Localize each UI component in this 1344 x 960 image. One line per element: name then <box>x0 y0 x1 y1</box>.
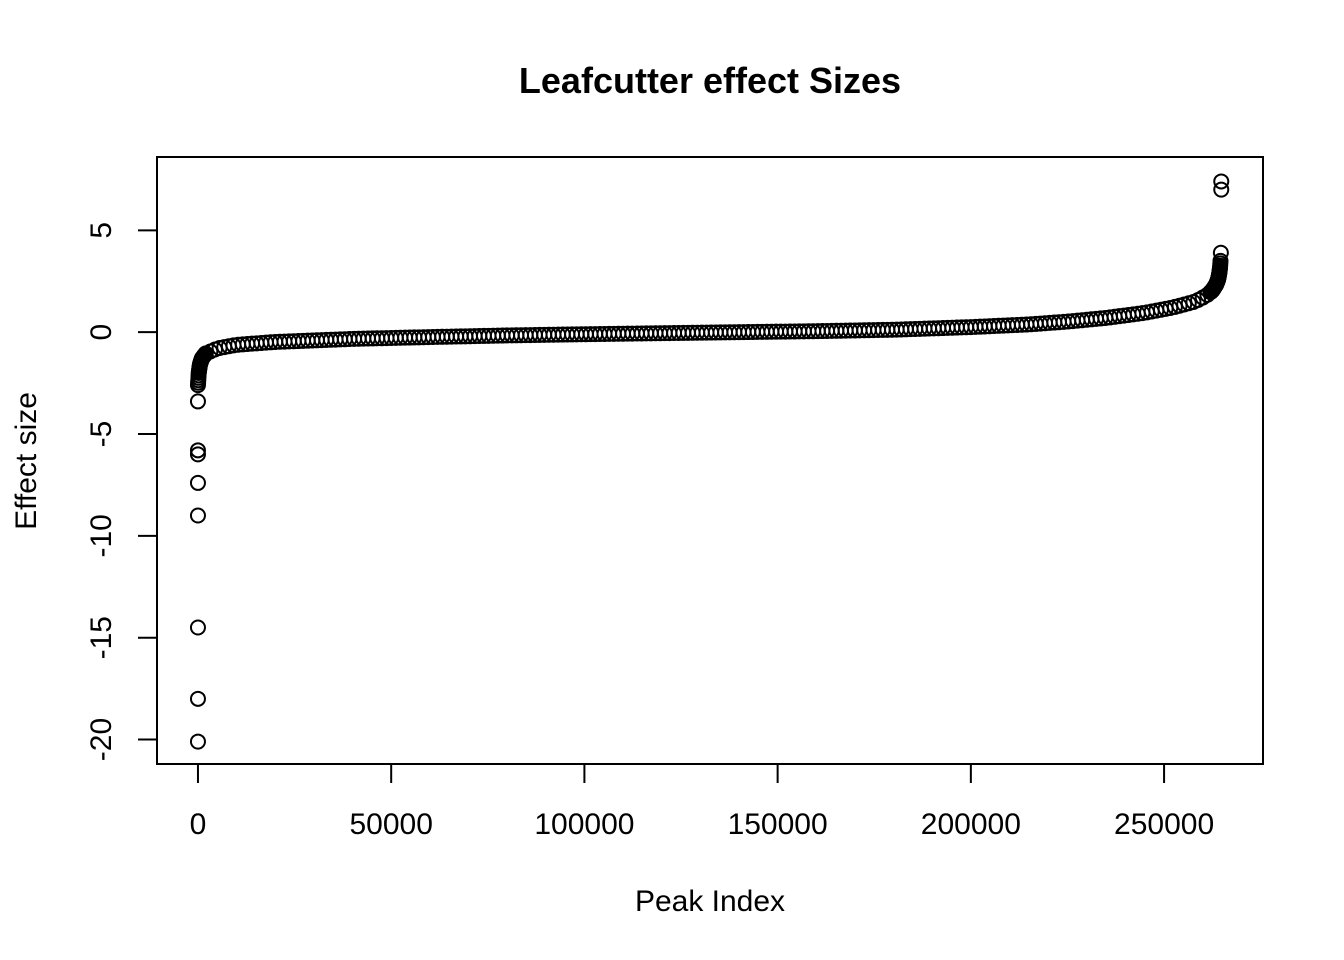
x-tick-label: 250000 <box>1114 808 1214 841</box>
y-tick-label: -10 <box>85 514 118 557</box>
y-tick-label: 5 <box>85 222 118 239</box>
data-point <box>1212 252 1229 269</box>
x-axis: 0 50000 100000 150000 200000 250000 <box>190 763 1214 841</box>
y-tick-label: 0 <box>85 324 118 341</box>
outlier-point <box>1212 244 1229 261</box>
y-tick-label: -5 <box>85 421 118 448</box>
x-tick-label: 200000 <box>921 808 1021 841</box>
x-tick-label: 0 <box>190 808 207 841</box>
y-axis-label: Effect size <box>10 392 43 530</box>
outlier-point <box>189 393 206 410</box>
y-tick-label: -20 <box>85 718 118 761</box>
x-tick-label: 100000 <box>534 808 634 841</box>
x-axis-label: Peak Index <box>635 885 785 918</box>
data-points <box>189 173 1230 750</box>
y-tick-label: -15 <box>85 616 118 659</box>
plot-frame <box>156 156 1264 765</box>
outlier-point <box>1213 181 1230 198</box>
outlier-point <box>189 446 206 463</box>
x-tick-label: 50000 <box>349 808 432 841</box>
outlier-point <box>189 690 206 707</box>
y-axis: -20 -15 -10 -5 0 5 <box>85 222 158 761</box>
outlier-point <box>1213 173 1230 190</box>
outlier-point <box>189 474 206 491</box>
outlier-point <box>189 442 206 459</box>
outlier-point <box>189 619 206 636</box>
x-tick-label: 150000 <box>728 808 828 841</box>
outlier-point <box>189 733 206 750</box>
chart-title: Leafcutter effect Sizes <box>519 60 901 101</box>
outlier-point <box>189 507 206 524</box>
